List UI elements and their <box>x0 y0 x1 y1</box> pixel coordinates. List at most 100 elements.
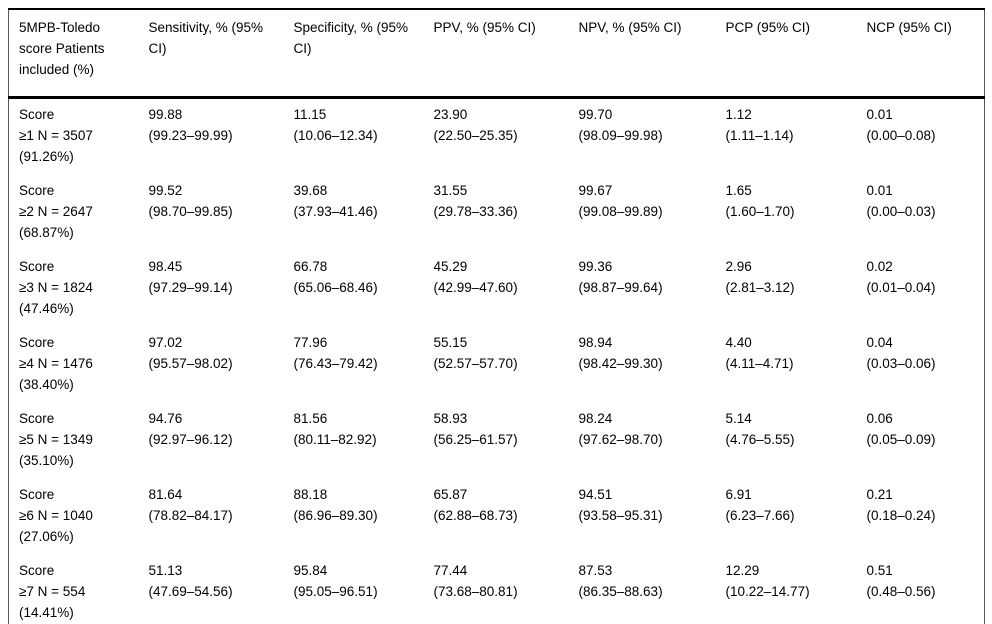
metric-cell: 45.29 (42.99–47.60) <box>424 251 569 327</box>
metric-value: 58.93 <box>433 411 468 426</box>
metric-cell: 97.02 (95.57–98.02) <box>139 327 284 403</box>
metric-cell: 58.93 (56.25–61.57) <box>424 403 569 479</box>
metric-confidence-interval: (86.96–89.30) <box>293 508 378 523</box>
metric-confidence-interval: (37.93–41.46) <box>293 204 378 219</box>
score-label-line: (68.87%) <box>19 225 74 240</box>
metric-confidence-interval: (80.11–82.92) <box>293 432 377 447</box>
score-label-line: (27.06%) <box>19 529 74 544</box>
metric-value: 81.64 <box>148 487 183 502</box>
metric-value: 77.44 <box>433 563 468 578</box>
metric-value: 99.67 <box>578 183 613 198</box>
score-label-line: ≥7 N = 554 <box>19 584 86 599</box>
diagnostic-performance-table: 5MPB-Toledo score Patients included (%) … <box>8 8 985 624</box>
metric-confidence-interval: (4.11–4.71) <box>725 356 794 371</box>
header-pcp-column: PCP (95% CI) <box>715 9 857 99</box>
metric-cell: 0.06 (0.05–0.09) <box>857 403 985 479</box>
metric-confidence-interval: (2.81–3.12) <box>725 280 795 295</box>
metric-confidence-interval: (78.82–84.17) <box>148 508 233 523</box>
header-specificity-column: Specificity, % (95% CI) <box>283 9 424 99</box>
metric-confidence-interval: (0.48–0.56) <box>866 584 936 599</box>
metric-cell: 0.51 (0.48–0.56) <box>857 555 985 624</box>
metric-value: 81.56 <box>293 411 328 426</box>
score-label-line: ≥3 N = 1824 <box>19 280 93 295</box>
metric-value: 5.14 <box>725 411 752 426</box>
metric-confidence-interval: (86.35–88.63) <box>578 584 663 599</box>
metric-cell: 81.64 (78.82–84.17) <box>139 479 284 555</box>
score-label-line: ≥6 N = 1040 <box>19 508 93 523</box>
metric-cell: 0.04 (0.03–0.06) <box>857 327 985 403</box>
table-row: Score ≥3 N = 1824 (47.46%) 98.45 (97.29–99.1… <box>9 251 985 327</box>
metric-cell: 98.45 (97.29–99.14) <box>139 251 284 327</box>
metric-cell: 0.02 (0.01–0.04) <box>857 251 985 327</box>
metric-confidence-interval: (1.60–1.70) <box>725 204 795 219</box>
score-label-line: ≥4 N = 1476 <box>19 356 93 371</box>
metric-cell: 23.90 (22.50–25.35) <box>424 98 569 176</box>
table-row: Score ≥1 N = 3507 (91.26%) 99.88 (99.23–99.9… <box>9 98 985 176</box>
metric-cell: 0.21 (0.18–0.24) <box>857 479 985 555</box>
metric-value: 0.02 <box>866 259 893 274</box>
metric-cell: 55.15 (52.57–57.70) <box>424 327 569 403</box>
metric-value: 0.51 <box>866 563 893 578</box>
metric-cell: 51.13 (47.69–54.56) <box>139 555 284 624</box>
metric-confidence-interval: (0.05–0.09) <box>866 432 936 447</box>
metric-cell: 99.88 (99.23–99.99) <box>139 98 284 176</box>
metric-cell: 94.76 (92.97–96.12) <box>139 403 284 479</box>
metric-value: 0.01 <box>866 107 893 122</box>
table-row: Score ≥7 N = 554 (14.41%) 51.13 (47.69–54.56… <box>9 555 985 624</box>
score-label-line: (14.41%) <box>19 605 74 620</box>
score-label-line: ≥5 N = 1349 <box>19 432 93 447</box>
metric-confidence-interval: (95.57–98.02) <box>148 356 233 371</box>
metric-cell: 99.36 (98.87–99.64) <box>569 251 716 327</box>
score-label-cell: Score ≥2 N = 2647 (68.87%) <box>9 175 139 251</box>
metric-value: 88.18 <box>293 487 328 502</box>
metric-value: 39.68 <box>293 183 328 198</box>
metric-cell: 95.84 (95.05–96.51) <box>284 555 424 624</box>
metric-cell: 11.15 (10.06–12.34) <box>284 98 424 176</box>
metric-value: 98.24 <box>578 411 613 426</box>
metric-confidence-interval: (0.01–0.04) <box>866 280 936 295</box>
metric-value: 31.55 <box>433 183 468 198</box>
metric-value: 11.15 <box>293 107 327 122</box>
metric-confidence-interval: (76.43–79.42) <box>293 356 378 371</box>
metric-confidence-interval: (98.09–99.98) <box>578 128 663 143</box>
metric-cell: 87.53 (86.35–88.63) <box>569 555 716 624</box>
metric-value: 99.52 <box>148 183 183 198</box>
table-row: Score ≥2 N = 2647 (68.87%) 99.52 (98.70–99.8… <box>9 175 985 251</box>
metric-confidence-interval: (92.97–96.12) <box>148 432 233 447</box>
metric-confidence-interval: (65.06–68.46) <box>293 280 378 295</box>
metric-cell: 81.56 (80.11–82.92) <box>284 403 424 479</box>
metric-confidence-interval: (98.87–99.64) <box>578 280 663 295</box>
metric-confidence-interval: (47.69–54.56) <box>148 584 233 599</box>
metric-value: 99.36 <box>578 259 613 274</box>
metric-cell: 4.40 (4.11–4.71) <box>716 327 857 403</box>
metric-value: 6.91 <box>725 487 752 502</box>
score-label-line: Score <box>19 183 55 198</box>
score-label-cell: Score ≥3 N = 1824 (47.46%) <box>9 251 139 327</box>
metric-confidence-interval: (0.18–0.24) <box>866 508 936 523</box>
metric-confidence-interval: (42.99–47.60) <box>433 280 518 295</box>
header-sensitivity-column: Sensitivity, % (95% CI) <box>138 9 284 99</box>
metric-cell: 5.14 (4.76–5.55) <box>716 403 857 479</box>
metric-confidence-interval: (10.06–12.34) <box>293 128 378 143</box>
metric-confidence-interval: (62.88–68.73) <box>433 508 518 523</box>
metric-cell: 98.24 (97.62–98.70) <box>569 403 716 479</box>
metric-value: 95.84 <box>293 563 328 578</box>
metric-value: 99.88 <box>148 107 183 122</box>
score-label-cell: Score ≥7 N = 554 (14.41%) <box>9 555 139 624</box>
metric-cell: 99.70 (98.09–99.98) <box>569 98 716 176</box>
metric-value: 23.90 <box>433 107 468 122</box>
metric-confidence-interval: (98.70–99.85) <box>148 204 233 219</box>
score-label-line: Score <box>19 259 55 274</box>
metric-value: 4.40 <box>725 335 752 350</box>
metric-value: 0.21 <box>866 487 893 502</box>
metric-cell: 6.91 (6.23–7.66) <box>716 479 857 555</box>
header-row: 5MPB-Toledo score Patients included (%) … <box>8 9 985 99</box>
metric-cell: 99.52 (98.70–99.85) <box>139 175 284 251</box>
metric-confidence-interval: (52.57–57.70) <box>433 356 518 371</box>
table-header: 5MPB-Toledo score Patients included (%) … <box>8 9 985 99</box>
header-score-column: 5MPB-Toledo score Patients included (%) <box>8 9 139 99</box>
metric-confidence-interval: (10.22–14.77) <box>725 584 810 599</box>
metric-cell: 31.55 (29.78–33.36) <box>424 175 569 251</box>
metric-confidence-interval: (56.25–61.57) <box>433 432 518 447</box>
